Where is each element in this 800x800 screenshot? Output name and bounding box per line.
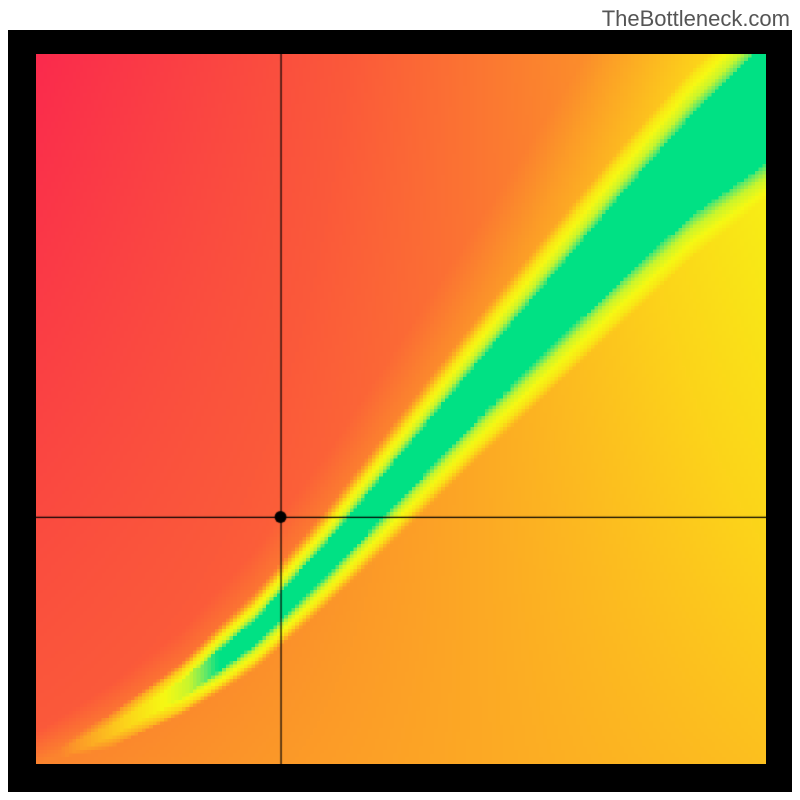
bottleneck-heatmap bbox=[36, 54, 766, 764]
viewport: TheBottleneck.com bbox=[0, 0, 800, 800]
watermark-text: TheBottleneck.com bbox=[602, 6, 790, 32]
plot-frame bbox=[8, 30, 792, 792]
